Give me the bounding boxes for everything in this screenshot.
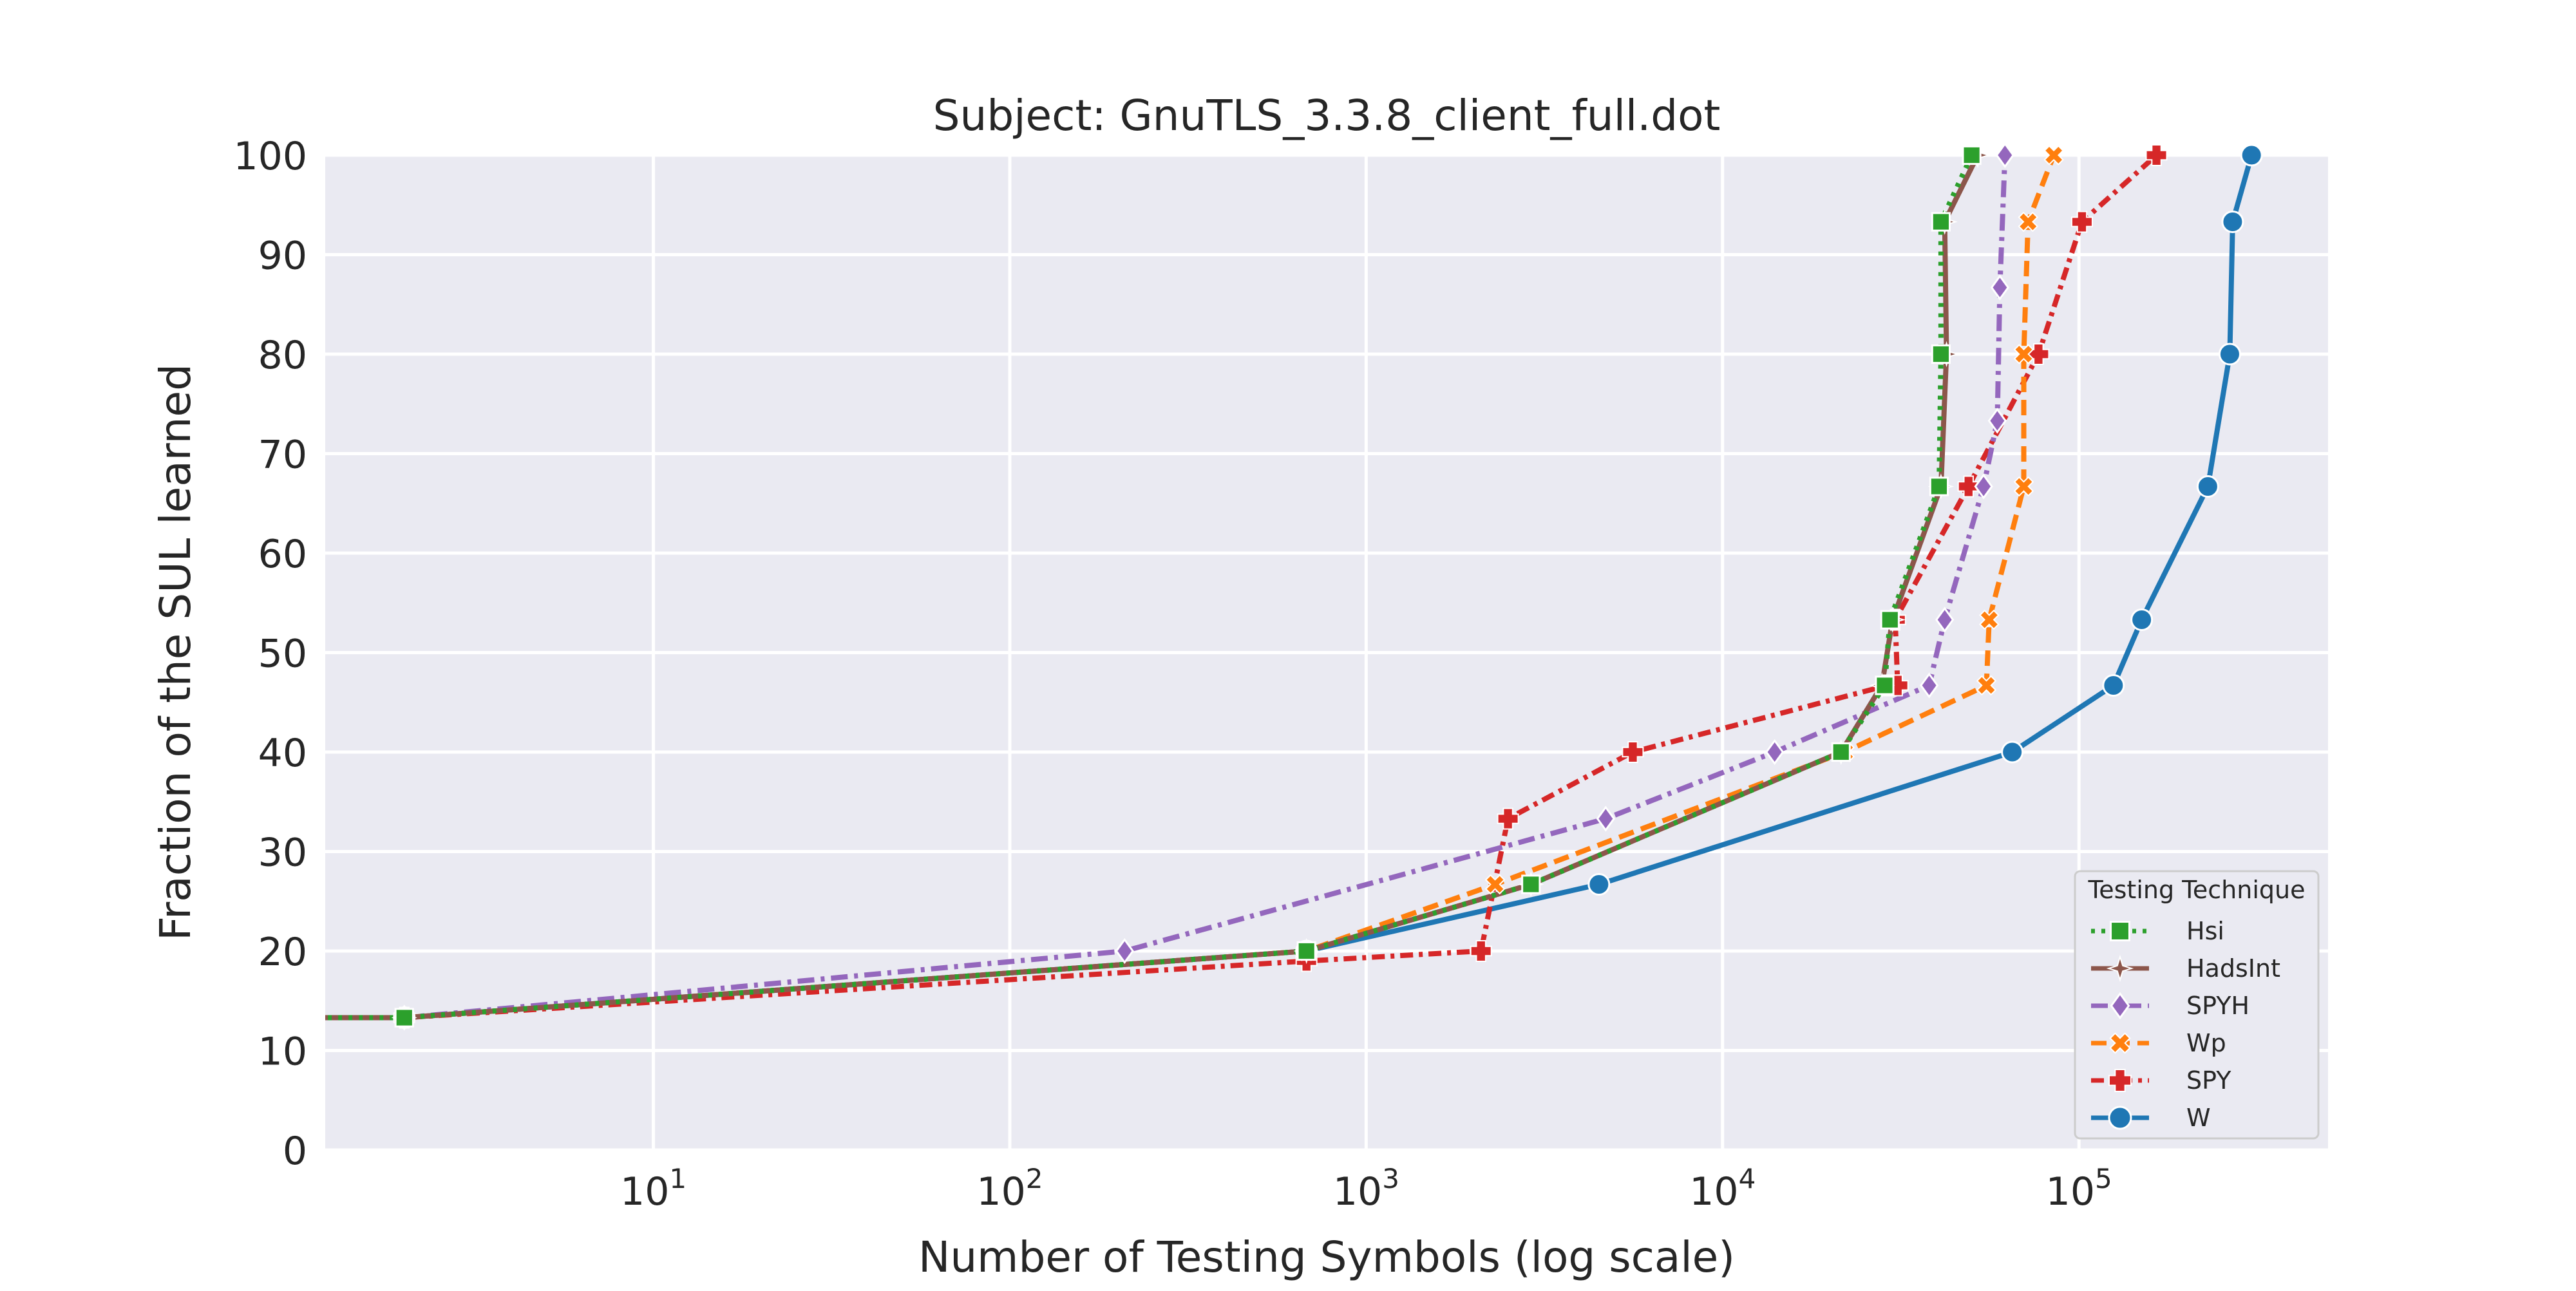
legend-label-wp: Wp (2186, 1029, 2226, 1057)
data-point-w (2102, 674, 2125, 697)
y-tick-label: 30 (258, 831, 307, 876)
data-point-w (2130, 608, 2154, 632)
data-point-wp (1484, 874, 1506, 895)
chart-title: Subject: GnuTLS_3.3.8_client_full.dot (933, 91, 1721, 140)
data-point-spyh (1115, 938, 1134, 965)
data-point-spy (1957, 475, 1980, 498)
data-point-spyh (1995, 142, 2014, 169)
y-tick-label: 10 (258, 1030, 307, 1075)
legend-label-w: W (2186, 1104, 2211, 1132)
legend-item-hsi: Hsi (2091, 917, 2224, 945)
legend-item-hadsint: HadsInt (2091, 954, 2280, 983)
x-tick-label: 103 (1333, 1163, 1399, 1214)
y-tick-label: 20 (258, 930, 307, 975)
data-point-wp (2013, 476, 2034, 497)
legend-marker-w (2108, 1106, 2132, 1130)
data-point-spyh (1596, 806, 1615, 832)
legend-marker-hsi (2110, 921, 2130, 941)
data-point-w (2196, 475, 2219, 498)
legend-title: Testing Technique (2087, 876, 2305, 904)
y-axis-label: Fraction of the SUL learned (151, 364, 200, 941)
legend-items: Hsi HadsInt SPYH Wp SPY W (2091, 917, 2280, 1132)
x-tick-label: 101 (620, 1163, 687, 1214)
data-point-spyh (1990, 274, 2010, 301)
data-point-hsi (394, 1008, 414, 1028)
data-point-w (2218, 343, 2241, 366)
y-tick-label: 80 (258, 333, 307, 378)
data-point-spy (1622, 741, 1644, 763)
data-point-spy (2145, 144, 2168, 166)
legend-label-spyh: SPYH (2186, 992, 2249, 1020)
y-tick-label: 70 (258, 433, 307, 478)
data-point-spy (1497, 807, 1519, 830)
grid (325, 153, 2328, 1152)
data-point-w (2240, 144, 2263, 167)
data-point-spy (1470, 940, 1492, 962)
data-point-hsi (1931, 344, 1951, 364)
data-point-hsi (1296, 941, 1316, 961)
legend-marker-wp (2109, 1032, 2131, 1054)
legend: Testing Technique Hsi HadsInt SPYH Wp SPY W (2074, 870, 2320, 1140)
legend-marker-hadsint (2106, 954, 2134, 983)
x-axis-label: Number of Testing Symbols (log scale) (918, 1232, 1735, 1282)
data-point-w (2001, 740, 2024, 764)
data-point-spyh (1765, 739, 1785, 766)
legend-label-hadsint: HadsInt (2186, 954, 2280, 983)
x-tick-label: 104 (1689, 1163, 1756, 1214)
legend-box (2074, 870, 2320, 1140)
axes: 0 10 20 30 40 50 60 70 80 90 100 101 102 103 104 105 (233, 134, 2112, 1214)
y-tick-label: 90 (258, 234, 307, 279)
data-point-hsi (1929, 476, 1949, 496)
data-point-hsi (1962, 145, 1982, 165)
marker-layer (391, 142, 2263, 1031)
y-tick-label: 0 (283, 1129, 307, 1174)
data-point-hsi (1880, 610, 1900, 630)
legend-label-hsi: Hsi (2186, 917, 2224, 945)
data-point-w (1587, 872, 1611, 896)
y-tick-label: 100 (233, 134, 307, 179)
data-point-w (2221, 211, 2244, 234)
x-tick-label: 105 (2046, 1163, 2112, 1214)
data-point-hsi (1931, 212, 1951, 232)
y-tick-label: 50 (258, 632, 307, 677)
y-tick-label: 60 (258, 532, 307, 577)
legend-item-w: W (2091, 1104, 2211, 1132)
data-point-spyh (1974, 473, 1993, 500)
legend-item-spy: SPY (2091, 1066, 2231, 1095)
x-tick-label: 102 (976, 1163, 1043, 1214)
data-point-wp (2013, 344, 2034, 364)
data-point-spyh (1919, 672, 1939, 699)
legend-marker-spy (2108, 1069, 2132, 1092)
y-tick-label: 40 (258, 731, 307, 776)
data-point-wp (1976, 675, 1997, 696)
legend-marker-spyh (2110, 992, 2130, 1020)
data-point-spyh (1987, 408, 2007, 434)
data-point-spy (2070, 211, 2093, 233)
data-point-wp (1979, 609, 2000, 630)
legend-label-spy: SPY (2186, 1066, 2231, 1095)
data-point-hsi (1521, 874, 1541, 894)
data-point-wp (2043, 145, 2064, 165)
data-point-wp (2018, 211, 2039, 232)
data-point-hsi (1831, 742, 1851, 762)
data-point-spyh (1935, 607, 1955, 633)
legend-item-wp: Wp (2091, 1029, 2226, 1057)
data-point-hsi (1875, 675, 1895, 695)
legend-item-spyh: SPYH (2091, 992, 2249, 1020)
